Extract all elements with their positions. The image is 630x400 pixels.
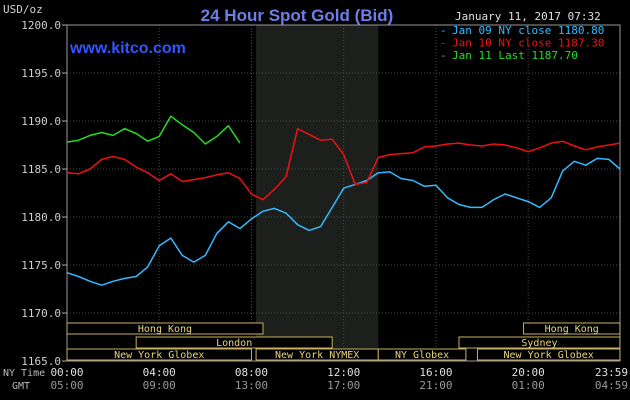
series-line-2 — [66, 127, 621, 201]
legend-marker: - — [440, 49, 447, 62]
session-bar — [66, 348, 252, 361]
session-bar — [377, 348, 467, 361]
legend-entry: Jan 10 NY close 1187.30 — [452, 37, 604, 50]
session-label: New York Globex — [504, 350, 594, 361]
session-label: Hong Kong — [545, 324, 599, 335]
series-lines — [66, 115, 621, 286]
y-tick-label: 1165.0 — [21, 355, 61, 368]
date-label: January 11, 2017 07:32 — [455, 10, 601, 23]
y-tick-label: 1175.0 — [21, 259, 61, 272]
session-label: New York Globex — [114, 350, 204, 361]
legend-marker: - — [440, 37, 447, 50]
ny-time-label: NY Time — [3, 368, 45, 379]
y-tick-labels: 1165.0 1170.0 1175.0 1180.0 1185.0 1190.0 1195… — [21, 19, 61, 368]
kitco-website: www.kitco.com — [69, 40, 186, 57]
x-tick-label: 08:00 — [235, 366, 268, 379]
session-label: NY Globex — [395, 350, 449, 361]
y-tick-label: 1170.0 — [21, 307, 61, 320]
session-label: Sydney — [521, 338, 557, 349]
session-label: New York NYMEX — [275, 350, 359, 361]
session-bar — [458, 336, 621, 349]
session-bar — [135, 336, 333, 349]
x-tick-label: 00:00 — [50, 366, 83, 379]
x-tick-label: 20:00 — [512, 366, 545, 379]
series-line-3 — [66, 115, 241, 145]
gmt-label: GMT — [12, 381, 30, 392]
legend-entry: Jan 11 Last 1187.70 — [452, 49, 578, 62]
x-tick-label-gmt: 04:59 — [595, 379, 628, 392]
y-tick-label: 1200.0 — [21, 19, 61, 32]
chart-title: 24 Hour Spot Gold (Bid) — [201, 6, 394, 25]
x-tick-label-gmt: 09:00 — [143, 379, 176, 392]
x-tick-label-gmt: 13:00 — [235, 379, 268, 392]
legend-entry: Jan 09 NY close 1180.80 — [452, 24, 604, 37]
x-tick-label: 16:00 — [419, 366, 452, 379]
plot-frame — [66, 24, 621, 362]
x-tick-label-gmt: 05:00 — [50, 379, 83, 392]
x-tick-label: 23:59 — [595, 366, 628, 379]
x-tick-label-gmt: 17:00 — [327, 379, 360, 392]
legend: - Jan 09 NY close 1180.80- Jan 10 NY close… — [440, 24, 604, 62]
series-line-1 — [66, 157, 621, 286]
nymex-session-highlight — [256, 25, 379, 361]
session-bar — [523, 322, 621, 335]
session-label: London — [216, 338, 252, 349]
y-tick-label: 1180.0 — [21, 211, 61, 224]
y-tick-label: 1195.0 — [21, 67, 61, 80]
x-tick-label-gmt: 21:00 — [419, 379, 452, 392]
session-label: Hong Kong — [138, 324, 192, 335]
y-tick-label: 1185.0 — [21, 163, 61, 176]
x-tick-label-gmt: 01:00 — [512, 379, 545, 392]
x-tick-label: 12:00 — [327, 366, 360, 379]
session-bar — [476, 348, 621, 361]
x-tick-label: 04:00 — [143, 366, 176, 379]
y-tick-label: 1190.0 — [21, 115, 61, 128]
session-bar — [66, 322, 264, 335]
y-unit-label: USD/oz — [3, 3, 43, 16]
legend-marker: - — [440, 24, 447, 37]
